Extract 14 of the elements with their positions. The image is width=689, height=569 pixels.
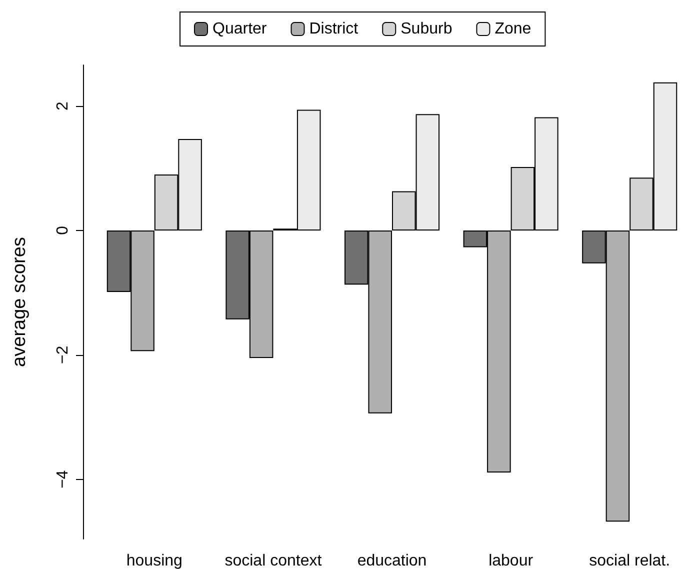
legend-label: Zone [494, 20, 532, 38]
legend-label: Suburb [400, 20, 452, 38]
y-tick-label: −4 [54, 470, 72, 488]
y-tick-label: 2 [54, 102, 72, 111]
x-tick-label: social context [224, 552, 322, 569]
x-tick-label: housing [126, 552, 182, 569]
y-tick-label: 0 [54, 226, 72, 235]
x-tick-label: social relat. [589, 552, 670, 569]
y-tick-label: −2 [54, 346, 72, 364]
x-tick-label: education [357, 552, 427, 569]
legend-label: District [309, 20, 359, 38]
x-tick-label: labour [488, 552, 534, 569]
y-axis-title: average scores [9, 237, 30, 367]
legend-label: Quarter [212, 20, 268, 38]
